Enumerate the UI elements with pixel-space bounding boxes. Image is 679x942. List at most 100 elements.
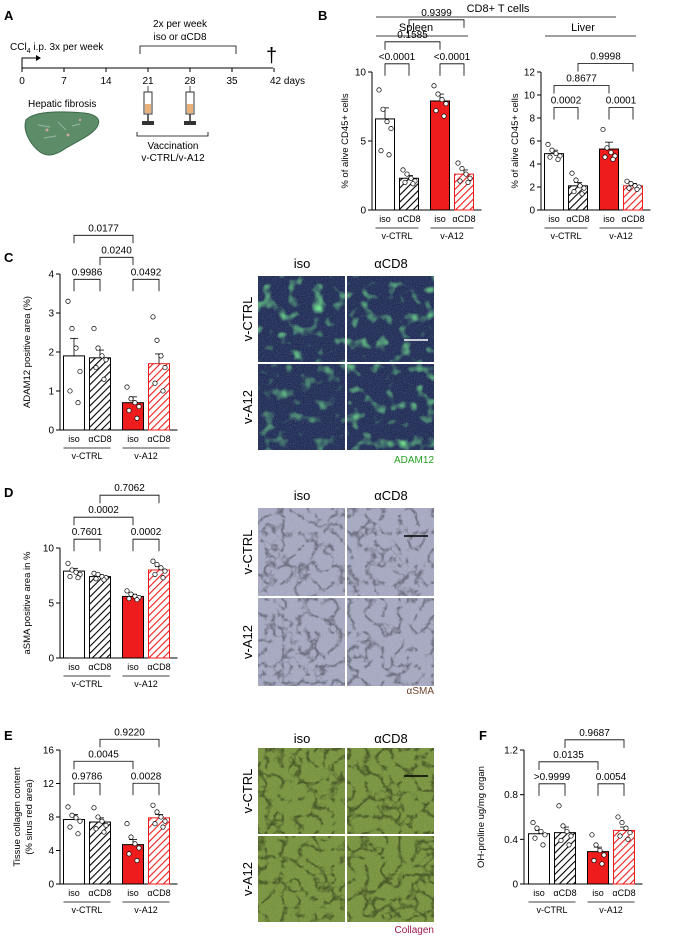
x-tick-label: iso xyxy=(379,214,391,224)
y-tick-label: 10 xyxy=(355,68,367,79)
timeline-tick-label: 35 xyxy=(226,76,238,87)
data-point xyxy=(600,126,606,133)
group-label: v-A12 xyxy=(609,231,633,241)
data-point xyxy=(601,852,607,858)
data-point xyxy=(128,834,134,840)
panel-label-F: F xyxy=(479,728,487,743)
timeline-tick-label: 42 days xyxy=(270,76,305,87)
micrograph-col-label: αCD8 xyxy=(374,488,408,503)
micrograph-col-label: αCD8 xyxy=(374,731,408,746)
data-point xyxy=(571,189,577,195)
stain-label: ADAM12 xyxy=(394,455,434,466)
stain-label: αSMA xyxy=(407,686,435,697)
micrograph-signal xyxy=(347,276,434,362)
p-value-label: 0.9986 xyxy=(72,267,103,278)
x-tick-label: αCD8 xyxy=(147,888,170,898)
data-point xyxy=(624,178,630,184)
data-point xyxy=(69,812,75,818)
chart-B_liver: 0 2 4 6 8 10 12 % of alive CD45+ cells iso αCD8 is… xyxy=(510,52,651,241)
significance-bracket xyxy=(99,738,160,748)
ccl4-prefix: CCl xyxy=(10,42,27,53)
p-value-label: 0.9220 xyxy=(114,727,145,738)
data-point xyxy=(158,565,164,571)
arrowhead-icon xyxy=(36,55,41,61)
liver-title: Liver xyxy=(571,22,595,34)
micrograph-row-label: v-CTRL xyxy=(240,297,255,342)
data-point xyxy=(589,832,595,838)
data-point xyxy=(610,156,616,162)
ccl4-sub: 4 xyxy=(27,48,31,55)
x-tick-label: αCD8 xyxy=(88,888,111,898)
y-axis-label: aSMA positive area in % xyxy=(22,551,33,655)
data-point xyxy=(384,119,390,125)
y-tick-label: 6 xyxy=(529,137,535,148)
p-value-label: 0.0054 xyxy=(596,772,627,783)
bar-αCD8-v-A12 xyxy=(613,829,635,885)
significance-bracket xyxy=(608,107,634,120)
data-point xyxy=(608,149,614,156)
micrograph-image xyxy=(258,364,345,450)
p-value-label: 0.0002 xyxy=(131,527,162,538)
chart-E: 0 4 8 12 16 Tissue collagen content (% sirus r… xyxy=(12,727,178,915)
data-point xyxy=(564,828,570,835)
data-point xyxy=(136,404,142,410)
data-point xyxy=(99,818,105,824)
x-tick-label: αCD8 xyxy=(147,434,170,444)
data-point xyxy=(95,814,101,820)
p-value-label: <0.0001 xyxy=(379,52,416,63)
y-tick-label: 10 xyxy=(43,544,55,555)
panel-b-header: CD8+ T cells Spleen Liver xyxy=(376,3,636,37)
micrograph-image xyxy=(258,508,345,596)
data-point xyxy=(534,825,540,831)
data-point xyxy=(566,842,572,848)
data-point xyxy=(160,575,166,581)
data-point xyxy=(376,87,382,93)
data-point xyxy=(93,576,99,582)
significance-bracket xyxy=(408,19,465,28)
micrograph-row-label: v-CTRL xyxy=(240,530,255,575)
p-value-label: 0.9998 xyxy=(590,52,621,63)
significance-bracket xyxy=(553,85,610,94)
syringe-icon xyxy=(184,86,196,125)
data-point xyxy=(126,596,132,602)
bar-αCD8-v-A12 xyxy=(148,817,170,885)
significance-bracket xyxy=(132,782,160,796)
micrograph-col-label: iso xyxy=(294,488,311,503)
group-label: v-CTRL xyxy=(72,679,103,689)
x-tick-label: iso xyxy=(592,888,604,898)
data-point xyxy=(388,126,394,132)
data-point xyxy=(599,861,605,867)
y-tick-label: 0 xyxy=(360,206,366,217)
syringe-icon xyxy=(142,86,154,125)
data-point xyxy=(602,154,608,160)
data-point xyxy=(75,400,81,406)
timeline-tick-label: 14 xyxy=(100,76,112,87)
significance-bracket xyxy=(553,107,579,120)
data-point xyxy=(634,186,640,192)
data-point xyxy=(134,597,140,603)
y-tick-label: 1.2 xyxy=(504,746,518,757)
group-label: v-A12 xyxy=(134,451,158,461)
stain-label: Collagen xyxy=(395,925,434,936)
data-point xyxy=(91,326,97,332)
x-tick-label: αCD8 xyxy=(553,888,576,898)
data-point xyxy=(124,384,130,390)
data-point xyxy=(627,830,633,836)
group-label: v-CTRL xyxy=(382,231,413,241)
p-value-label: 0.0001 xyxy=(606,96,637,107)
micrograph-image xyxy=(347,364,434,450)
data-point xyxy=(591,857,597,864)
data-point xyxy=(597,847,603,854)
data-point xyxy=(577,183,583,189)
data-point xyxy=(73,815,79,821)
data-point xyxy=(625,836,631,842)
data-point xyxy=(124,821,130,827)
data-point xyxy=(545,141,551,148)
data-point xyxy=(154,809,160,815)
x-tick-label: αCD8 xyxy=(612,888,635,898)
y-tick-label: 8 xyxy=(48,813,54,824)
data-point xyxy=(152,380,158,386)
bar-iso-v-CTRL xyxy=(63,355,85,431)
y-tick-label: 4 xyxy=(48,270,54,281)
data-point xyxy=(103,357,109,363)
